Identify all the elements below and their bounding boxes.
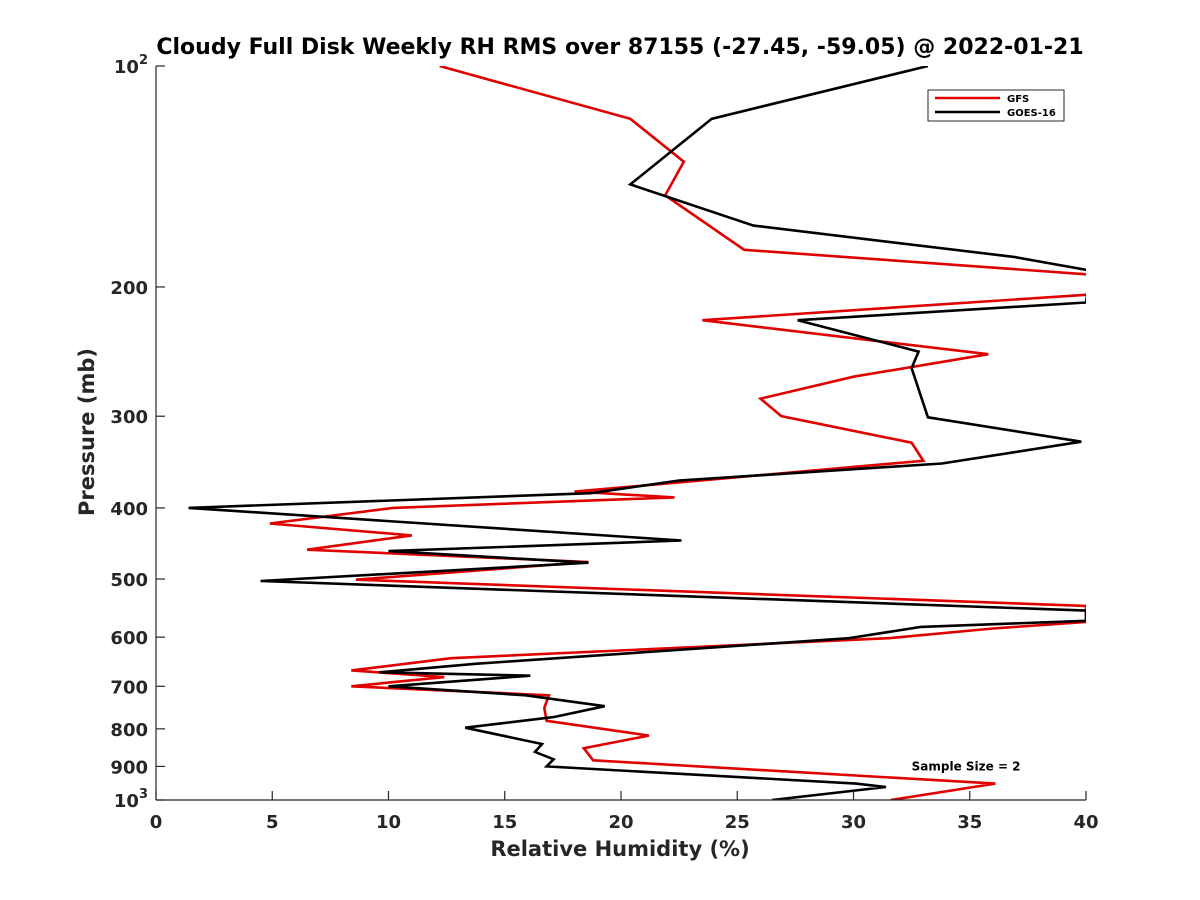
y-tick-label: 300	[110, 407, 148, 428]
y-tick-label: 200	[110, 278, 148, 299]
x-axis-label: Relative Humidity (%)	[490, 837, 749, 861]
x-tick-label: 5	[266, 812, 279, 833]
y-tick-label: 800	[110, 720, 148, 741]
legend-label: GFS	[1007, 94, 1029, 105]
legend-label: GOES-16	[1007, 108, 1056, 119]
y-tick-label: 102	[114, 53, 148, 78]
legend: GFS GOES-16	[927, 89, 1065, 122]
y-tick-label: 500	[110, 570, 148, 591]
x-tick-label: 20	[608, 812, 633, 833]
y-tick-label: 103	[114, 787, 148, 812]
x-tick-label: 0	[150, 812, 163, 833]
x-tick-label: 25	[725, 812, 750, 833]
y-tick-label: 700	[110, 677, 148, 698]
chart-title: Cloudy Full Disk Weekly RH RMS over 8715…	[156, 35, 1083, 60]
x-tick-label: 10	[376, 812, 401, 833]
y-axis-label: Pressure (mb)	[75, 348, 99, 516]
series-line-goes-16	[188, 66, 1086, 800]
y-tick-label: 400	[110, 499, 148, 520]
sample-size-annotation: Sample Size = 2	[912, 759, 1021, 773]
y-tick-label: 900	[110, 757, 148, 778]
x-tick-label: 35	[957, 812, 982, 833]
x-tick-label: 40	[1073, 812, 1098, 833]
x-tick-label: 30	[841, 812, 866, 833]
x-tick-label: 15	[492, 812, 517, 833]
series-group	[188, 66, 1086, 800]
series-line-gfs	[269, 66, 1086, 800]
legend-box	[927, 89, 1065, 122]
y-tick-label: 600	[110, 628, 148, 649]
annotations: Sample Size = 2	[912, 759, 1021, 773]
plot-area: 0 5 10 15 20 25 30 35 40 102 200 300 400 500 600 700 800…	[110, 53, 1098, 833]
